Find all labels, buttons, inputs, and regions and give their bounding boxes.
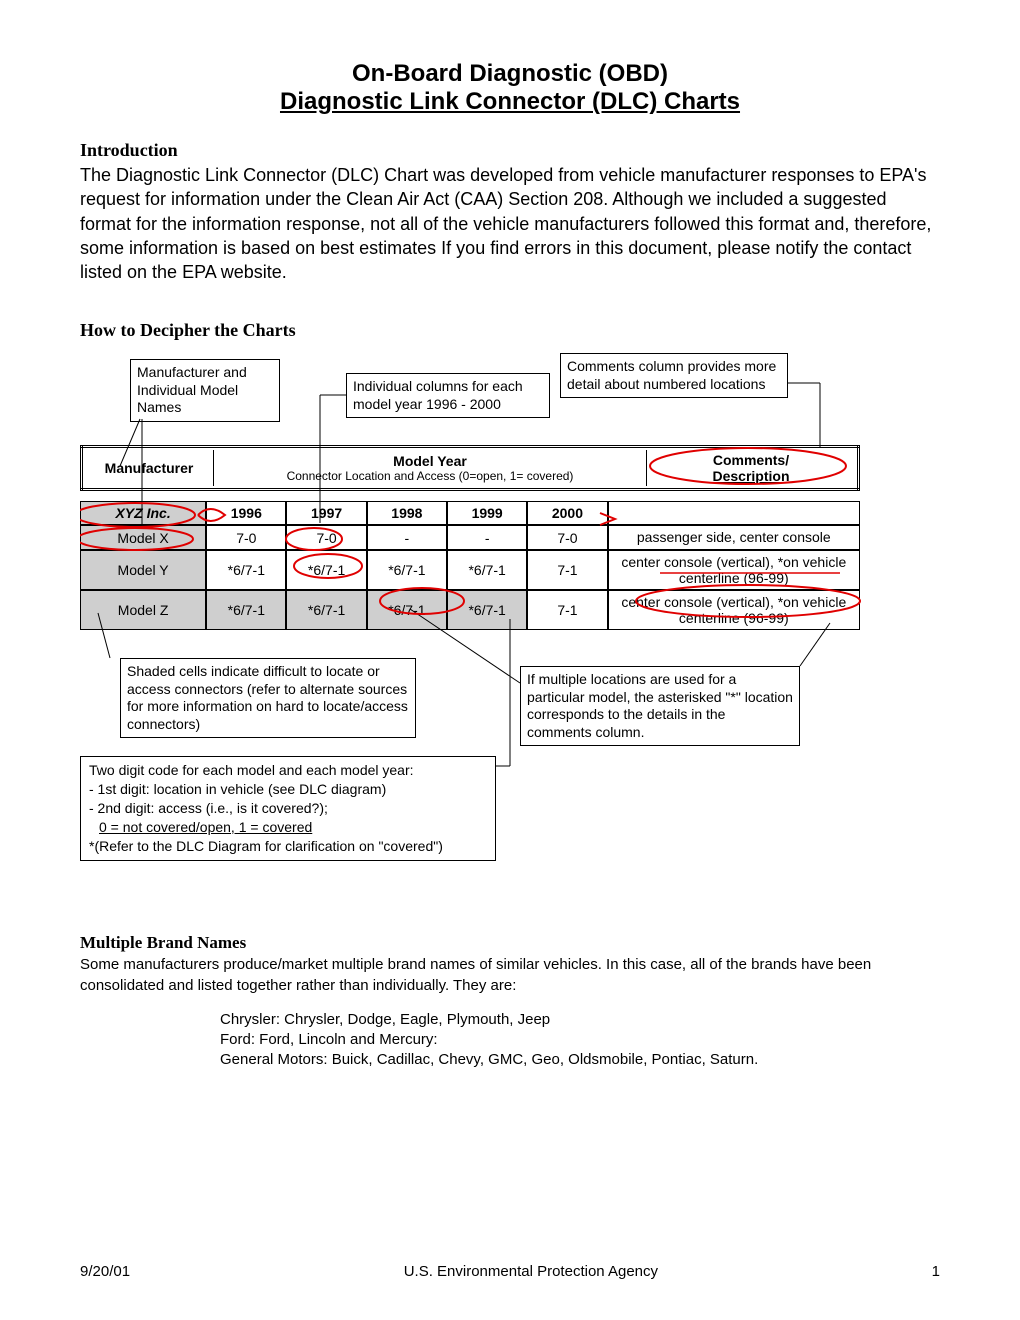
model-x: Model X	[80, 525, 206, 549]
two-digit-l4: 0 = not covered/open, 1 = covered	[89, 818, 487, 837]
callout-shaded: Shaded cells indicate difficult to locat…	[120, 658, 416, 738]
model-z: Model Z	[80, 590, 206, 630]
table-row: Model X 7-0 7-0 - - 7-0 passenger side, …	[80, 525, 860, 549]
year-1998: 1998	[367, 501, 447, 525]
cell: *6/7-1	[367, 550, 447, 590]
cell: *6/7-1	[286, 550, 366, 590]
brands-body: Some manufacturers produce/market multip…	[80, 955, 940, 996]
brand-line: Chrysler: Chrysler, Dodge, Eagle, Plymou…	[220, 1010, 940, 1030]
data-table: XYZ Inc. 1996 1997 1998 1999 2000 Model …	[80, 501, 860, 629]
table-row: Model Y *6/7-1 *6/7-1 *6/7-1 *6/7-1 7-1 …	[80, 550, 860, 590]
callout-shaded-text: Shaded cells indicate difficult to locat…	[127, 663, 408, 732]
header-table: Manufacturer Model Year Connector Locati…	[80, 445, 860, 491]
table-row: Model Z *6/7-1 *6/7-1 *6/7-1 *6/7-1 7-1 …	[80, 590, 860, 630]
cell: -	[447, 525, 527, 549]
year-1997: 1997	[286, 501, 366, 525]
cell: *6/7-1	[367, 590, 447, 630]
two-digit-l1: Two digit code for each model and each m…	[89, 761, 487, 780]
callout-comments-text: Comments column provides more detail abo…	[567, 358, 776, 392]
year-1996: 1996	[206, 501, 286, 525]
callout-two-digit: Two digit code for each model and each m…	[80, 756, 496, 860]
mfr-cell: XYZ Inc.	[80, 501, 206, 525]
comment-header-empty	[608, 501, 860, 525]
decipher-heading: How to Decipher the Charts	[80, 320, 940, 341]
cell: *6/7-1	[286, 590, 366, 630]
footer-page: 1	[932, 1263, 940, 1280]
cell: 7-0	[286, 525, 366, 549]
intro-heading: Introduction	[80, 140, 940, 161]
cell: *6/7-1	[206, 550, 286, 590]
cell: *6/7-1	[447, 590, 527, 630]
callout-year-cols-text: Individual columns for each model year 1…	[353, 378, 523, 412]
two-digit-l5: *(Refer to the DLC Diagram for clarifica…	[89, 837, 487, 856]
hdr-comments-2: Description	[651, 468, 851, 484]
table-wrap: Manufacturer Model Year Connector Locati…	[80, 445, 860, 629]
hdr-manufacturer: Manufacturer	[85, 450, 214, 486]
two-digit-l2: - 1st digit: location in vehicle (see DL…	[89, 780, 487, 799]
intro-body: The Diagnostic Link Connector (DLC) Char…	[80, 163, 940, 284]
year-1999: 1999	[447, 501, 527, 525]
cell: -	[367, 525, 447, 549]
cell: *6/7-1	[206, 590, 286, 630]
callout-asterisk: If multiple locations are used for a par…	[520, 666, 800, 746]
brands-list: Chrysler: Chrysler, Dodge, Eagle, Plymou…	[220, 1010, 940, 1071]
brands-section: Multiple Brand Names Some manufacturers …	[80, 933, 940, 1070]
title-line-1: On-Board Diagnostic (OBD)	[80, 60, 940, 88]
cell: 7-0	[527, 525, 607, 549]
title-block: On-Board Diagnostic (OBD) Diagnostic Lin…	[80, 60, 940, 116]
comment: center console (vertical), *on vehicle c…	[608, 550, 860, 590]
callout-mfr-model-text: Manufacturer and Individual Model Names	[137, 364, 247, 415]
cell: 7-1	[527, 550, 607, 590]
cell: 7-1	[527, 590, 607, 630]
footer-date: 9/20/01	[80, 1263, 130, 1280]
brand-line: Ford: Ford, Lincoln and Mercury:	[220, 1030, 940, 1050]
two-digit-l3: - 2nd digit: access (i.e., is it covered…	[89, 799, 487, 818]
comment: center console (vertical), *on vehicle c…	[608, 590, 860, 630]
hdr-sub: Connector Location and Access (0=open, 1…	[218, 469, 642, 483]
page: On-Board Diagnostic (OBD) Diagnostic Lin…	[0, 0, 1020, 1320]
year-2000: 2000	[527, 501, 607, 525]
model-y: Model Y	[80, 550, 206, 590]
cell: *6/7-1	[447, 550, 527, 590]
year-header-row: XYZ Inc. 1996 1997 1998 1999 2000	[80, 501, 860, 525]
callout-mfr-model: Manufacturer and Individual Model Names	[130, 359, 280, 422]
footer-agency: U.S. Environmental Protection Agency	[404, 1263, 658, 1280]
callout-asterisk-text: If multiple locations are used for a par…	[527, 671, 793, 740]
cell: 7-0	[206, 525, 286, 549]
hdr-model-year: Model Year	[218, 453, 642, 469]
footer: 9/20/01 U.S. Environmental Protection Ag…	[80, 1263, 940, 1280]
chart-area: Manufacturer and Individual Model Names …	[80, 353, 940, 913]
callout-comments: Comments column provides more detail abo…	[560, 353, 788, 398]
brand-line: General Motors: Buick, Cadillac, Chevy, …	[220, 1050, 940, 1070]
hdr-comments-1: Comments/	[651, 452, 851, 468]
comment: passenger side, center console	[608, 525, 860, 549]
callout-year-cols: Individual columns for each model year 1…	[346, 373, 550, 418]
title-line-2: Diagnostic Link Connector (DLC) Charts	[80, 88, 940, 116]
brands-heading: Multiple Brand Names	[80, 933, 940, 953]
